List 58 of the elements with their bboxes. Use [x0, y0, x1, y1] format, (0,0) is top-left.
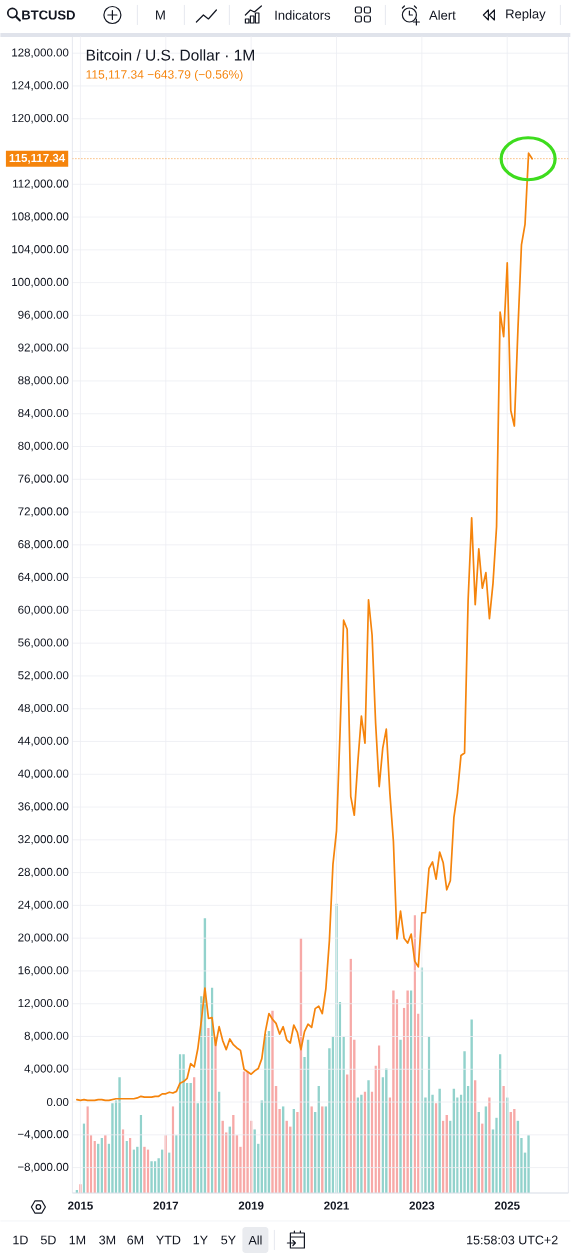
y-tick-label: 52,000.00	[18, 671, 69, 681]
text: YTD	[156, 1235, 181, 1245]
y-tick-label: 120,000.00	[12, 113, 69, 124]
ref-line-label: 115,117.34	[9, 153, 66, 164]
x-tick-label: 2023	[409, 1201, 435, 1210]
text: 1M	[69, 1235, 86, 1245]
y-tick-label: 28,000.00	[18, 867, 69, 878]
text: 15:58:03 UTC+2	[467, 1235, 558, 1245]
text: Indicators	[275, 10, 331, 20]
y-tick-label: 72,000.00	[18, 507, 69, 517]
y-tick-label: 88,000.00	[18, 376, 69, 386]
text: 5D	[41, 1235, 56, 1245]
y-tick-label: 4,000.00	[24, 1064, 69, 1075]
text: 3M	[99, 1235, 116, 1245]
y-tick-label: 108,000.00	[12, 212, 69, 222]
y-tick-label: 48,000.00	[18, 703, 69, 714]
y-tick-label: 60,000.00	[18, 605, 69, 616]
text: All	[248, 1235, 262, 1245]
y-tick-label: 24,000.00	[18, 900, 69, 911]
text: 6M	[127, 1235, 144, 1245]
text: 1D	[13, 1235, 28, 1245]
y-tick-label: 128,000.00	[12, 48, 69, 58]
y-tick-label: 84,000.00	[18, 408, 69, 419]
text: Alert	[429, 10, 456, 20]
text: M	[156, 10, 165, 20]
y-tick-label: −8,000.00	[18, 1162, 69, 1173]
y-tick-label: 0.00	[47, 1097, 69, 1107]
y-tick-label: 100,000.00	[12, 277, 69, 288]
y-tick-label: 80,000.00	[18, 441, 69, 452]
y-tick-label: 112,000.00	[13, 179, 69, 190]
text: 115,117.34 −643.79 (−0.56%)	[86, 69, 243, 82]
x-tick-label: 2015	[68, 1201, 93, 1210]
text: 1Y	[193, 1235, 208, 1245]
y-tick-label: 16,000.00	[18, 966, 69, 976]
text: Replay	[506, 8, 546, 22]
y-tick-label: 20,000.00	[18, 933, 69, 943]
text: 5Y	[221, 1235, 236, 1245]
x-tick-label: 2017	[153, 1201, 179, 1210]
y-tick-label: 68,000.00	[18, 540, 69, 550]
y-tick-label: 92,000.00	[18, 343, 69, 353]
y-tick-label: 96,000.00	[18, 310, 69, 321]
x-tick-label: 2025	[494, 1201, 520, 1210]
y-tick-label: −4,000.00	[18, 1130, 69, 1140]
text: Bitcoin / U.S. Dollar · 1M	[86, 49, 255, 61]
y-tick-label: 56,000.00	[18, 638, 69, 648]
x-tick-label: 2019	[238, 1201, 264, 1210]
y-tick-label: 32,000.00	[18, 835, 69, 845]
y-tick-label: 12,000.00	[18, 998, 69, 1009]
y-tick-label: 64,000.00	[18, 572, 69, 583]
text: BTCUSD	[22, 10, 76, 20]
y-tick-label: 8,000.00	[24, 1031, 69, 1042]
y-tick-label: 40,000.00	[18, 769, 69, 780]
y-tick-label: 76,000.00	[18, 474, 69, 485]
y-tick-label: 36,000.00	[18, 802, 69, 812]
x-tick-label: 2021	[324, 1201, 350, 1210]
y-tick-label: 44,000.00	[18, 736, 69, 747]
y-tick-label: 124,000.00	[12, 81, 69, 91]
y-tick-label: 104,000.00	[12, 245, 69, 255]
